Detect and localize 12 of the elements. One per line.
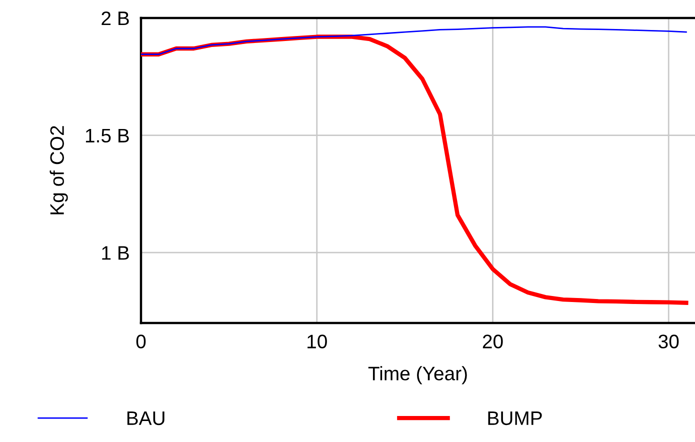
- x-tick-label: 30: [658, 334, 679, 348]
- y-tick-label: 2 B: [102, 11, 129, 26]
- x-tick-label: 10: [308, 334, 327, 348]
- y-axis-title: Kg of CO2: [50, 126, 68, 214]
- legend-label: BUMP: [488, 412, 542, 426]
- line-series: [141, 26, 687, 56]
- legend-label: BAU: [127, 412, 164, 426]
- x-tick-label: 0: [136, 334, 146, 348]
- x-axis-title: Time (Year): [368, 366, 467, 384]
- y-tick-label: 1.5 B: [86, 128, 129, 143]
- y-tick-label: 1 B: [102, 246, 129, 260]
- x-tick-label: 20: [482, 334, 503, 348]
